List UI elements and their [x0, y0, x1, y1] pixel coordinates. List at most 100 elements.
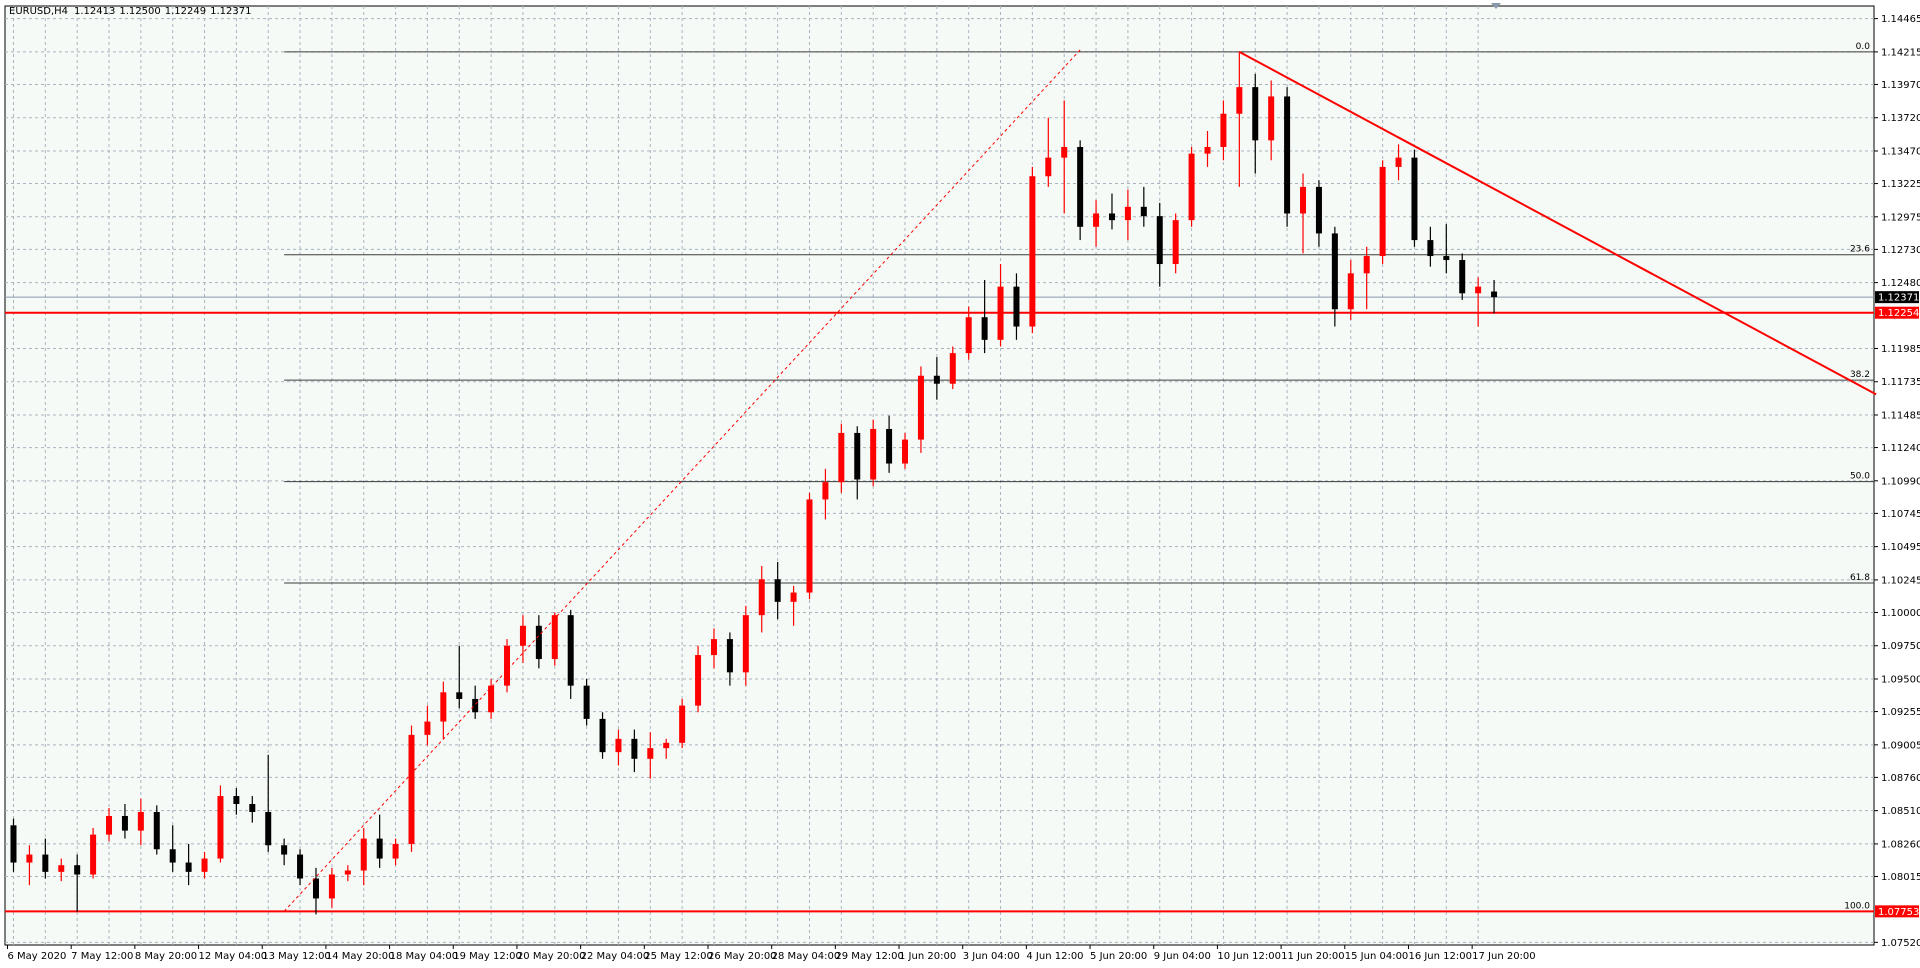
x-tick-label: 10 Jun 12:00 — [1217, 951, 1281, 962]
candle-body — [1108, 213, 1115, 221]
candle-body — [392, 843, 399, 859]
candle-body — [1459, 260, 1466, 294]
y-tick-label: 1.10990 — [1881, 476, 1920, 487]
candle-body — [249, 804, 256, 812]
y-tick-label: 1.09500 — [1881, 674, 1920, 685]
x-tick-label: 29 May 12:00 — [835, 951, 904, 962]
y-tick-label: 1.11240 — [1881, 443, 1920, 454]
fibo-label: 23.6 — [1850, 245, 1870, 255]
candle-body — [1188, 153, 1195, 221]
candle-body — [90, 834, 97, 875]
candle-body — [1268, 96, 1275, 141]
candle-body — [233, 796, 240, 805]
candle-body — [981, 317, 988, 340]
candle-body — [1475, 286, 1482, 294]
candle-body — [774, 579, 781, 602]
x-tick-label: 11 Jun 20:00 — [1281, 951, 1345, 962]
close-label: 1.12371 — [210, 6, 251, 17]
candle-body — [902, 439, 909, 464]
candle-body — [297, 854, 304, 879]
candle-body — [1061, 146, 1068, 158]
x-tick-label: 14 May 20:00 — [326, 951, 395, 962]
candle-body — [328, 874, 335, 899]
candle-body — [615, 738, 622, 753]
candle-body — [1411, 157, 1418, 241]
y-tick-label: 1.13970 — [1881, 80, 1920, 91]
candle-body — [440, 692, 447, 722]
candle-body — [886, 428, 893, 464]
candle-body — [647, 748, 654, 759]
x-tick-label: 16 Jun 12:00 — [1408, 951, 1472, 962]
x-tick-label: 3 Jun 04:00 — [963, 951, 1020, 962]
fibo-label: 38.2 — [1850, 370, 1870, 380]
candle-body — [1491, 291, 1498, 298]
price-box — [1875, 291, 1919, 304]
y-tick-label: 1.13720 — [1881, 113, 1920, 124]
candle-body — [376, 838, 383, 859]
fibo-label: 0.0 — [1856, 42, 1871, 52]
candle-body — [1045, 157, 1052, 177]
y-tick-label: 1.11735 — [1881, 377, 1920, 388]
candle-body — [599, 718, 606, 753]
x-tick-label: 6 May 2020 — [8, 951, 67, 962]
candle-body — [169, 849, 176, 863]
y-tick-label: 1.10495 — [1881, 542, 1920, 553]
x-tick-label: 9 Jun 04:00 — [1154, 951, 1211, 962]
y-tick-label: 1.10000 — [1881, 608, 1920, 619]
x-tick-label: 26 May 20:00 — [708, 951, 777, 962]
candle-body — [1220, 113, 1227, 147]
candle-body — [551, 615, 558, 660]
candle-body — [1156, 216, 1163, 265]
y-tick-label: 1.08260 — [1881, 839, 1920, 850]
y-tick-label: 1.08760 — [1881, 773, 1920, 784]
x-tick-label: 1 Jun 20:00 — [899, 951, 956, 962]
high-label: 1.12500 — [119, 6, 160, 17]
candle-body — [949, 353, 956, 384]
candle-body — [408, 734, 415, 844]
candle-body — [1331, 233, 1338, 310]
x-tick-label: 5 Jun 20:00 — [1090, 951, 1147, 962]
candle-body — [519, 625, 526, 646]
y-tick-label: 1.14215 — [1881, 47, 1920, 58]
price-label: 1.12254 — [1878, 308, 1919, 319]
candle-body — [106, 815, 113, 835]
x-tick-label: 4 Jun 12:00 — [1026, 951, 1083, 962]
y-tick-label: 1.11485 — [1881, 410, 1920, 421]
candle-body — [1443, 256, 1450, 261]
candle-body — [933, 375, 940, 384]
candle-body — [790, 592, 797, 602]
candle-body — [153, 811, 160, 850]
candle-body — [58, 865, 65, 872]
candle-body — [917, 375, 924, 440]
y-tick-label: 1.12730 — [1881, 245, 1920, 256]
candle-body — [137, 811, 144, 831]
candle-body — [344, 870, 351, 875]
y-tick-label: 1.10245 — [1881, 575, 1920, 586]
candle-body — [121, 815, 128, 831]
x-tick-label: 19 May 12:00 — [453, 951, 522, 962]
y-tick-label: 1.08015 — [1881, 872, 1920, 883]
x-tick-label: 13 May 12:00 — [262, 951, 331, 962]
candle-body — [1013, 286, 1020, 327]
candle-body — [26, 854, 33, 863]
candle-body — [1093, 213, 1100, 227]
candle-body — [1395, 157, 1402, 167]
x-tick-label: 7 May 12:00 — [71, 951, 133, 962]
candle-body — [822, 482, 829, 500]
candle-body — [1029, 176, 1036, 327]
candle-body — [312, 878, 319, 899]
x-tick-label: 8 May 20:00 — [135, 951, 197, 962]
y-tick-label: 1.07520 — [1881, 938, 1920, 949]
candle-body — [265, 811, 272, 846]
candle-body — [488, 685, 495, 713]
candle-body — [1363, 256, 1370, 274]
candle-body — [424, 721, 431, 735]
symbol: EURUSD,H4 — [9, 6, 68, 17]
candle-body — [201, 858, 208, 872]
y-tick-label: 1.14465 — [1881, 14, 1920, 25]
price-box — [1875, 905, 1919, 918]
y-tick-label: 1.13470 — [1881, 146, 1920, 157]
x-tick-label: 12 May 04:00 — [199, 951, 268, 962]
candle-body — [742, 615, 749, 673]
